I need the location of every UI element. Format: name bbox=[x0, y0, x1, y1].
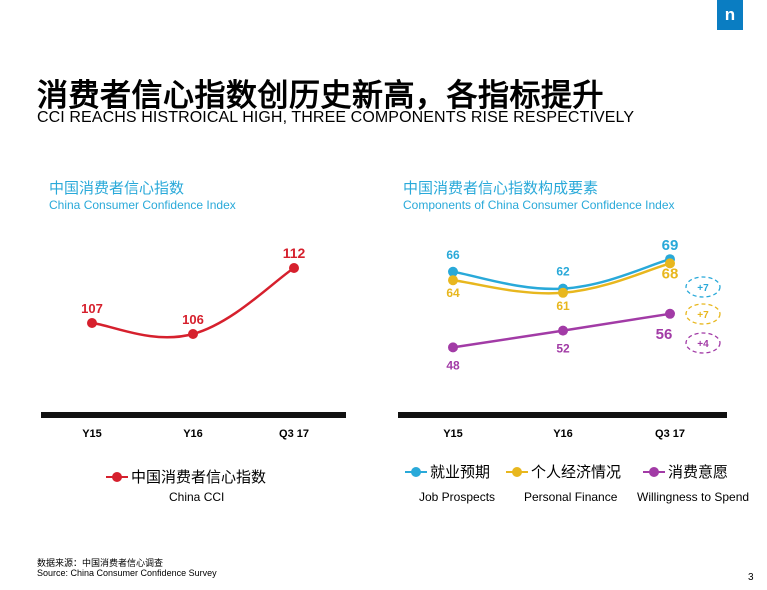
source-note-en: Source: China Consumer Confidence Survey bbox=[37, 568, 217, 578]
component-point bbox=[665, 308, 675, 319]
legend-job-marker bbox=[405, 466, 427, 477]
legend-spend-marker bbox=[643, 466, 665, 477]
component-point bbox=[558, 287, 568, 298]
component-data-label: 52 bbox=[556, 342, 570, 356]
component-point bbox=[448, 342, 458, 353]
legend-finance: 个人经济情况 bbox=[506, 461, 621, 482]
page-number: 3 bbox=[748, 572, 754, 583]
legend-spend-label-en: Willingness to Spend bbox=[637, 490, 750, 504]
change-badge-label: +7 bbox=[697, 310, 709, 321]
right-chart-title-zh: 中国消费者信心指数构成要素 bbox=[403, 179, 599, 197]
legend-cci-label-zh: 中国消费者信心指数 bbox=[131, 468, 267, 486]
legend-cci-marker bbox=[106, 471, 128, 482]
legend-finance-marker bbox=[506, 466, 528, 477]
legend-spend: 消费意愿 bbox=[643, 461, 728, 482]
cci-point bbox=[188, 329, 198, 339]
legend-job-label-zh: 就业预期 bbox=[430, 463, 491, 481]
component-data-label: 69 bbox=[662, 237, 679, 254]
cci-point bbox=[289, 263, 299, 273]
change-badge-label: +4 bbox=[697, 339, 709, 350]
cci-data-label: 106 bbox=[182, 312, 204, 327]
component-data-label: 56 bbox=[656, 326, 673, 343]
left-chart-title-zh: 中国消费者信心指数 bbox=[49, 179, 185, 197]
legend-cci-label-en: China CCI bbox=[169, 490, 225, 504]
component-point bbox=[665, 258, 675, 269]
component-data-label: 62 bbox=[556, 265, 570, 279]
component-point bbox=[448, 266, 458, 277]
change-badge bbox=[685, 276, 721, 298]
cci-data-label: 107 bbox=[81, 301, 103, 316]
cci-data-label: 112 bbox=[283, 245, 306, 261]
component-data-label: 61 bbox=[556, 299, 570, 313]
legend-finance-label-en: Personal Finance bbox=[524, 490, 618, 504]
right-x-tick-label: Y16 bbox=[553, 428, 573, 440]
legend-job-label-en: Job Prospects bbox=[419, 490, 496, 504]
change-badge bbox=[685, 332, 721, 354]
page-subtitle: CCI REACHS HISTROICAL HIGH, THREE COMPON… bbox=[37, 109, 635, 126]
left-x-tick-label: Y16 bbox=[183, 428, 203, 440]
right-x-tick-label: Y15 bbox=[443, 428, 463, 440]
component-point bbox=[558, 325, 568, 336]
left-x-tick-label: Q3 17 bbox=[279, 428, 309, 440]
nielsen-logo: n bbox=[717, 0, 743, 30]
legend-spend-label-zh: 消费意愿 bbox=[668, 463, 729, 481]
component-data-label: 48 bbox=[446, 358, 460, 372]
component-point bbox=[448, 275, 458, 286]
source-note-zh: 数据来源：中国消费者信心调查 bbox=[37, 559, 164, 569]
right-x-tick-label: Q3 17 bbox=[655, 428, 685, 440]
left-x-tick-label: Y15 bbox=[82, 428, 102, 440]
page-title: 消费者信心指数创历史新高，各指标提升 bbox=[37, 78, 604, 114]
legend-finance-label-zh: 个人经济情况 bbox=[531, 463, 622, 481]
component-data-label: 64 bbox=[446, 286, 460, 300]
component-data-label: 68 bbox=[662, 265, 679, 282]
legend-cci: 中国消费者信心指数 bbox=[106, 466, 266, 487]
legend-job: 就业预期 bbox=[405, 461, 490, 482]
change-badge-label: +7 bbox=[697, 283, 709, 294]
component-data-label: 66 bbox=[446, 248, 460, 262]
change-badge bbox=[685, 303, 721, 325]
cci-point bbox=[87, 318, 97, 328]
left-chart-title-en: China Consumer Confidence Index bbox=[49, 198, 236, 212]
right-chart-title-en: Components of China Consumer Confidence … bbox=[403, 198, 675, 212]
